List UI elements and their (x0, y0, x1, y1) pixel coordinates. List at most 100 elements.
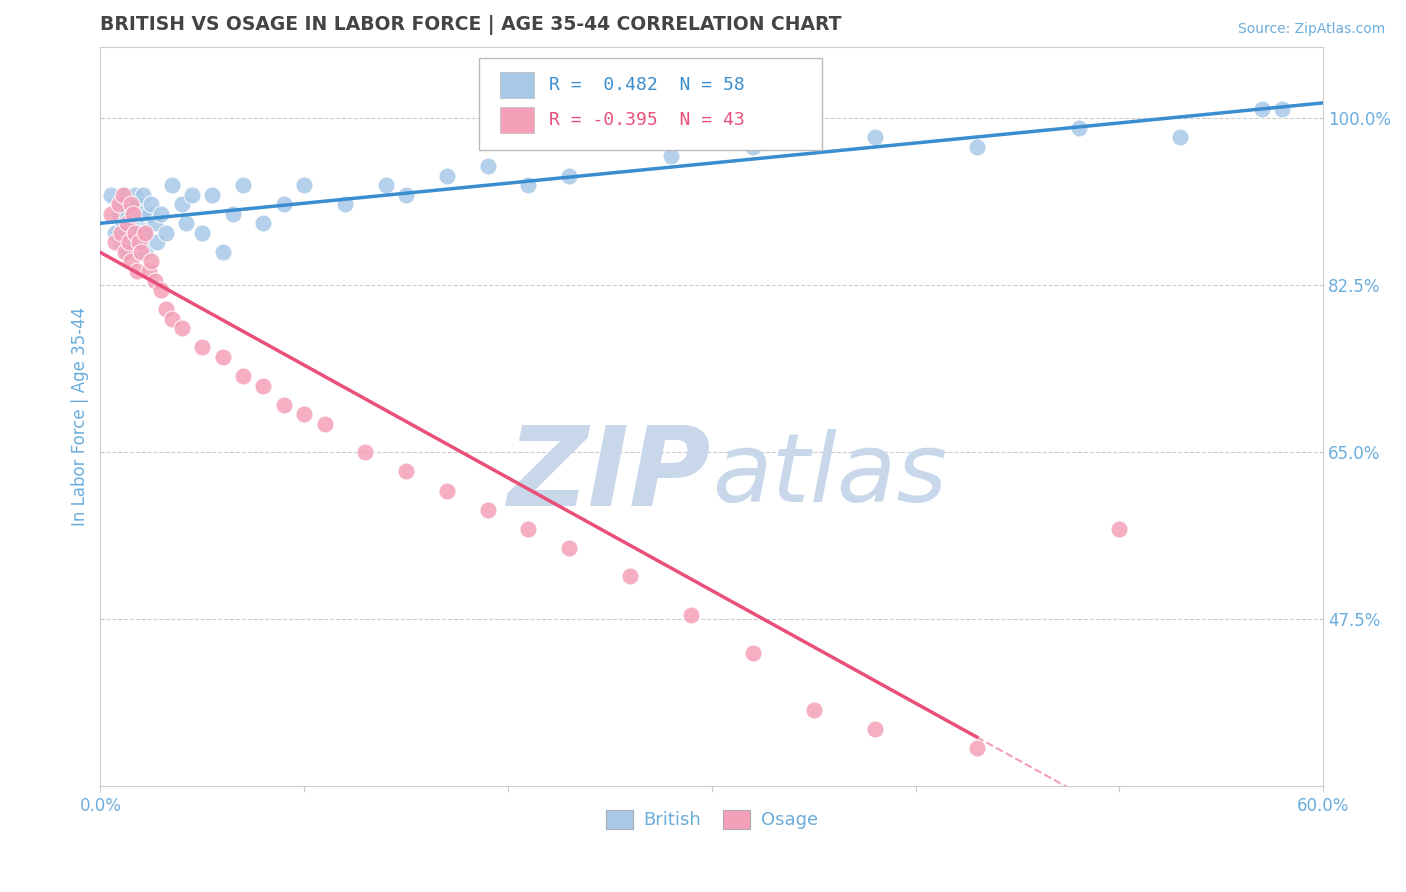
Point (115, 216, 138, 230)
Point (863, 722, 886, 736)
Point (252, 378, 274, 392)
Point (115, 207, 138, 221)
Point (115, 244, 138, 259)
Point (1251, 102, 1274, 116)
Point (146, 235, 169, 250)
Point (118, 216, 141, 230)
Point (134, 226, 156, 240)
Point (292, 407, 315, 421)
Point (120, 197, 142, 211)
Point (145, 216, 167, 230)
Point (129, 244, 152, 259)
Point (1271, 102, 1294, 116)
Point (292, 178, 315, 192)
Point (170, 197, 193, 211)
Point (659, 149, 682, 163)
Point (966, 741, 988, 756)
Point (517, 178, 540, 192)
Point (477, 159, 499, 173)
Point (104, 226, 127, 240)
Point (619, 569, 641, 583)
Point (1108, 522, 1130, 536)
Point (110, 235, 132, 250)
Point (150, 207, 173, 221)
Point (110, 226, 132, 240)
Point (150, 283, 173, 297)
Point (145, 274, 167, 288)
Point (222, 207, 245, 221)
Point (333, 197, 356, 211)
Point (174, 216, 197, 230)
Point (132, 187, 155, 202)
Point (395, 187, 418, 202)
Point (114, 226, 136, 240)
Point (374, 178, 396, 192)
Text: R =  0.482  N = 58: R = 0.482 N = 58 (550, 76, 745, 95)
Point (138, 207, 160, 221)
Point (122, 226, 145, 240)
Point (134, 244, 156, 259)
Text: BRITISH VS OSAGE IN LABOR FORCE | AGE 35-44 CORRELATION CHART: BRITISH VS OSAGE IN LABOR FORCE | AGE 35… (100, 15, 842, 35)
Point (863, 130, 886, 145)
Point (120, 235, 142, 250)
Point (100, 207, 122, 221)
Point (107, 197, 129, 211)
Point (558, 169, 581, 183)
Text: R = -0.395  N = 43: R = -0.395 N = 43 (550, 111, 745, 129)
Point (477, 502, 499, 516)
Point (160, 178, 183, 192)
Point (124, 226, 146, 240)
Point (966, 140, 988, 154)
Point (517, 522, 540, 536)
Point (232, 369, 254, 384)
Point (124, 187, 146, 202)
Point (114, 187, 136, 202)
Point (170, 321, 193, 335)
Point (314, 417, 336, 431)
Point (395, 465, 418, 479)
Point (741, 140, 763, 154)
Point (141, 197, 163, 211)
Text: Source: ZipAtlas.com: Source: ZipAtlas.com (1237, 22, 1385, 37)
Bar (501, 106, 534, 133)
Point (128, 235, 150, 250)
Point (100, 187, 122, 202)
Legend: British, Osage: British, Osage (599, 803, 825, 837)
Point (252, 216, 274, 230)
Point (558, 541, 581, 555)
Point (129, 207, 152, 221)
Point (120, 197, 142, 211)
Point (232, 178, 254, 192)
Text: atlas: atlas (711, 429, 946, 522)
Point (155, 302, 177, 317)
Point (436, 483, 458, 498)
Point (120, 254, 142, 268)
Point (436, 169, 458, 183)
Point (128, 226, 150, 240)
Point (191, 340, 214, 354)
Bar (501, 72, 534, 98)
Point (124, 235, 146, 250)
Point (114, 244, 136, 259)
Point (681, 607, 703, 622)
Point (211, 244, 233, 259)
Point (803, 703, 825, 717)
Point (122, 207, 145, 221)
Point (118, 235, 141, 250)
Point (211, 350, 233, 364)
Point (741, 646, 763, 660)
Point (125, 197, 148, 211)
Point (138, 264, 160, 278)
Point (107, 207, 129, 221)
Point (155, 226, 177, 240)
Point (273, 398, 295, 412)
Point (160, 311, 183, 326)
Point (141, 254, 163, 268)
Point (111, 216, 134, 230)
Point (181, 187, 204, 202)
Point (125, 264, 148, 278)
Point (1067, 120, 1090, 135)
FancyBboxPatch shape (479, 58, 821, 150)
Point (191, 226, 214, 240)
Point (104, 235, 127, 250)
